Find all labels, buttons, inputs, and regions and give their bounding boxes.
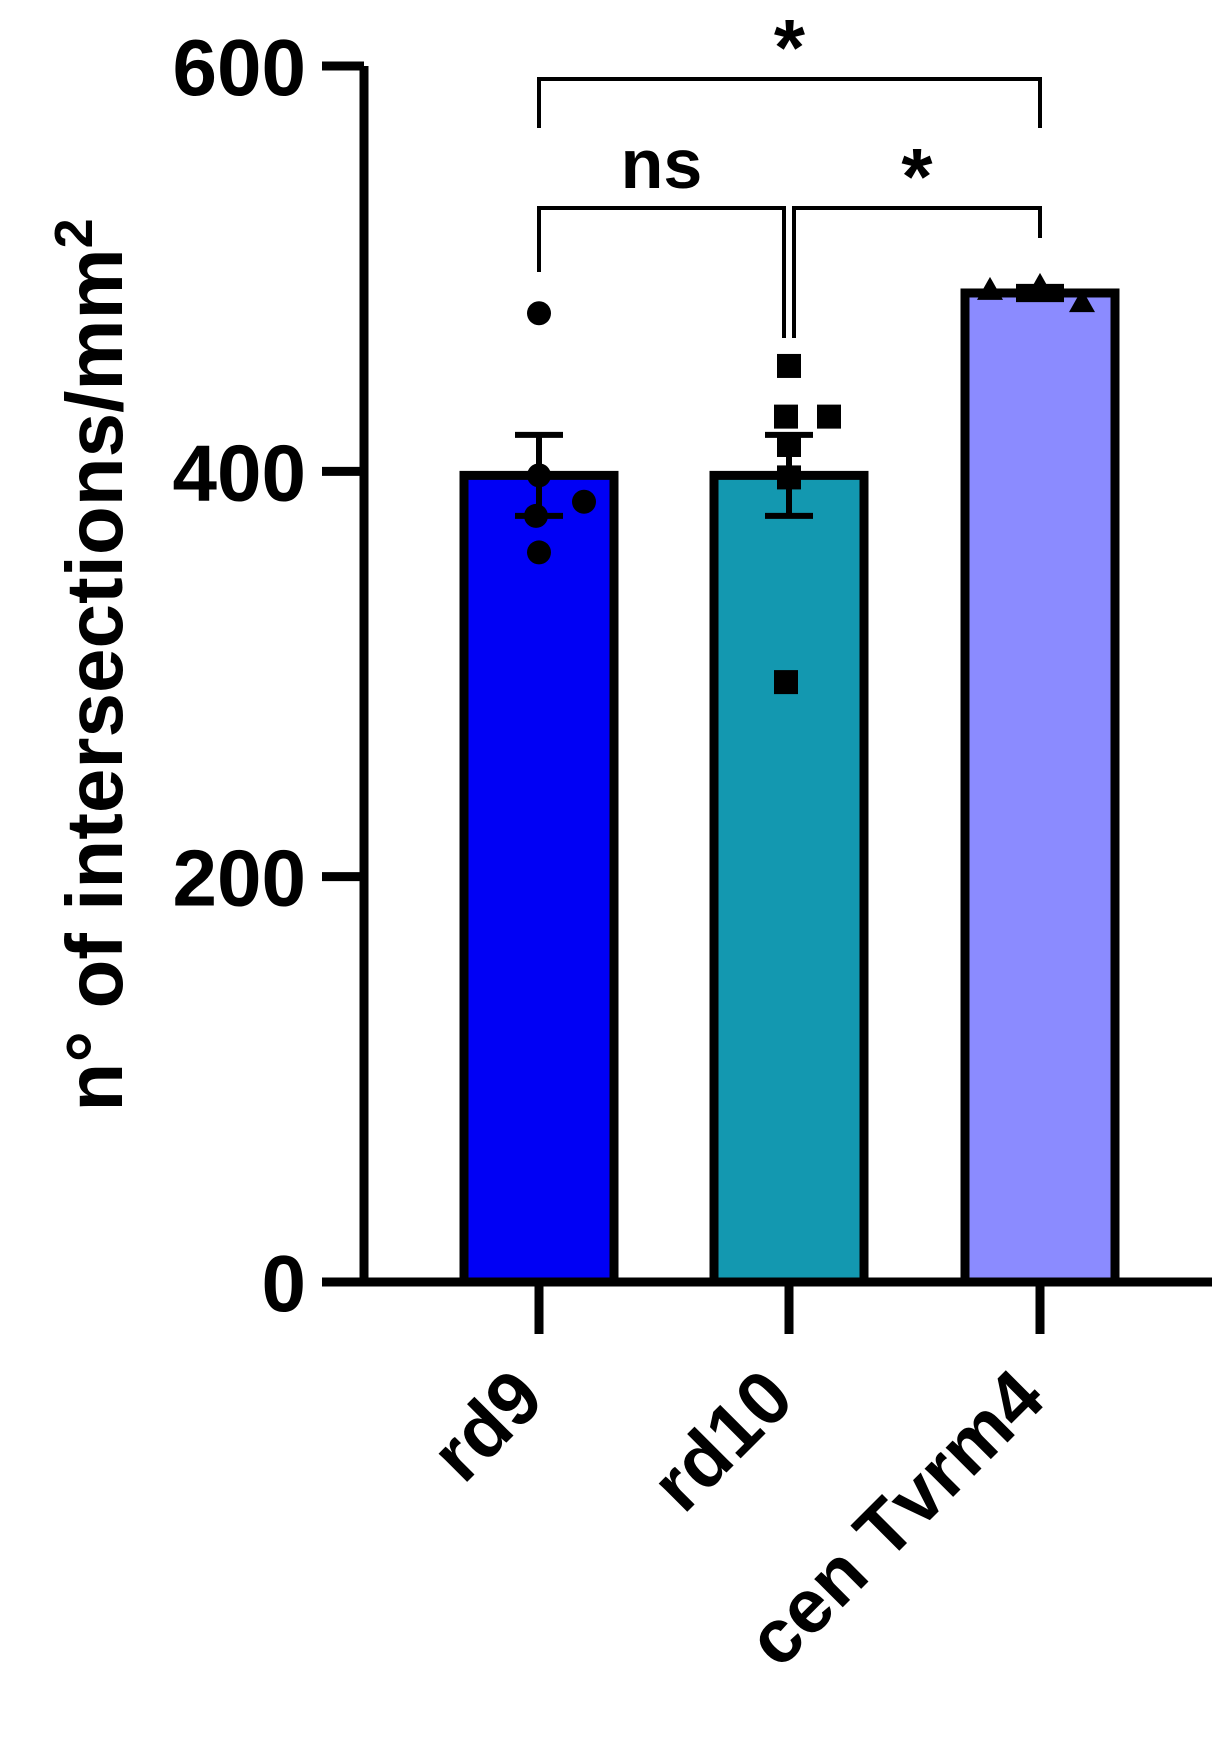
significance-brackets-layer: * ns *: [537, 3, 1042, 338]
data-point: [527, 540, 551, 565]
significance-label-0: *: [774, 3, 806, 92]
y-axis-label: n° of intersections/mm2: [44, 218, 139, 1111]
significance-bracket-0: [537, 77, 1042, 128]
bar-1: [709, 470, 869, 1287]
significance-label-2: *: [901, 132, 933, 221]
data-point: [527, 463, 551, 488]
bar-0: [459, 470, 619, 1287]
data-point: [774, 404, 798, 429]
significance-bracket-1: [537, 206, 786, 338]
data-point: [524, 503, 548, 528]
y-tick-label-0: 0: [262, 1239, 307, 1328]
data-point: [777, 353, 801, 378]
y-axis-label-superscript: 2: [44, 218, 104, 248]
y-ticks-layer: 0 200 400 600: [173, 23, 364, 1328]
significance-label-1: ns: [621, 125, 703, 203]
data-points-layer: [524, 272, 1095, 695]
data-point: [1027, 272, 1053, 296]
y-axis-label-text: n° of intersections/mm: [50, 248, 139, 1111]
data-point: [572, 489, 596, 514]
bar-2: [960, 288, 1120, 1287]
data-point: [774, 670, 798, 695]
y-tick-label-1: 200: [173, 834, 306, 923]
x-tick-label-1: rd10: [635, 1354, 809, 1528]
significance-bracket-2: [792, 206, 1042, 338]
data-point: [527, 301, 551, 326]
data-point: [1069, 289, 1095, 313]
y-tick-label-2: 400: [173, 428, 306, 517]
axes-layer: [322, 66, 1212, 1287]
y-tick-label-3: 600: [173, 23, 306, 112]
data-point: [777, 432, 801, 457]
data-point: [817, 404, 841, 429]
x-tick-label-0: rd9: [415, 1354, 559, 1498]
data-point: [977, 276, 1003, 300]
data-point: [777, 465, 801, 490]
